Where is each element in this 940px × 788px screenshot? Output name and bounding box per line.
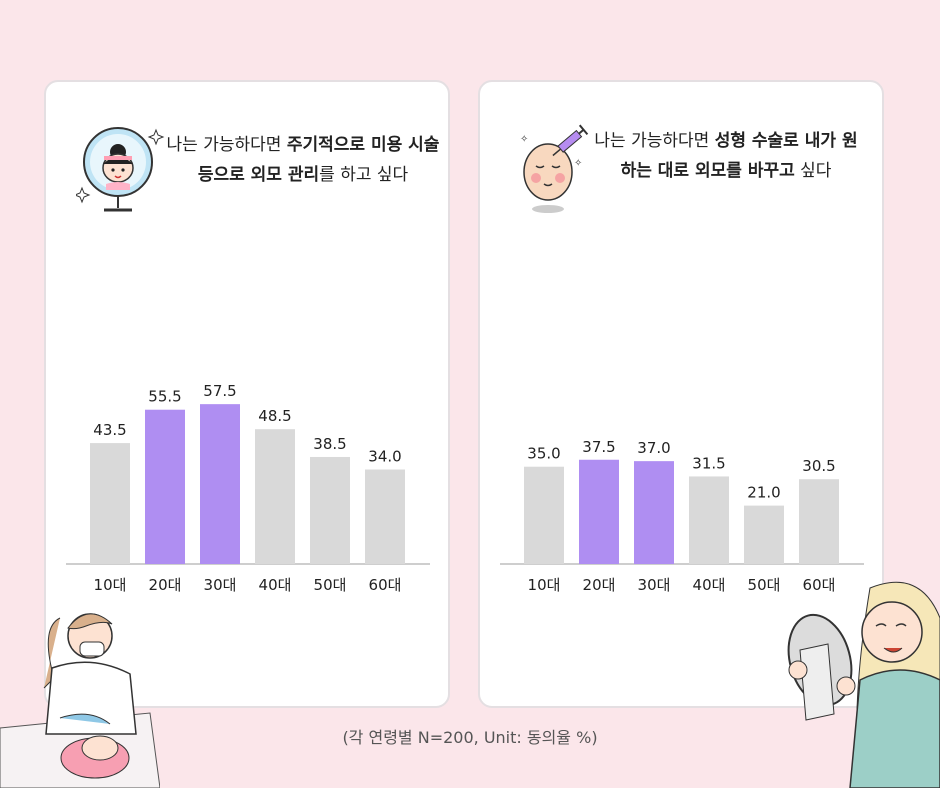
title-right-part1: 나는 가능하다면 xyxy=(594,131,715,151)
left-value-label: 34.0 xyxy=(368,447,401,465)
chart-title-left: 나는 가능하다면 주기적으로 미용 시술 등으로 외모 관리를 하고 싶다 xyxy=(158,130,448,190)
title-right-part3: 싶다 xyxy=(794,161,832,181)
left-category-label: 50대 xyxy=(314,576,347,594)
right-bar-20대 xyxy=(579,459,619,564)
left-bar-50대 xyxy=(310,456,350,564)
woman-mirror-illustration xyxy=(787,581,940,788)
bar-chart-right: 35.0 10대 37.5 20대 37.0 30대 31.5 40대 21.0 50대 30.5 6… xyxy=(500,438,864,594)
right-value-label: 30.5 xyxy=(802,457,835,475)
right-value-label: 35.0 xyxy=(527,445,560,463)
chart-title-right: 나는 가능하다면 성형 수술로 내가 원하는 대로 외모를 바꾸고 싶다 xyxy=(590,126,862,186)
left-category-label: 10대 xyxy=(94,576,127,594)
title-left-part3: 를 하고 싶다 xyxy=(319,165,409,185)
left-bar-60대 xyxy=(365,469,405,564)
title-left-emphasis: 주기적으로 미용 시술 등으로 외모 관리 xyxy=(197,135,440,185)
svg-text:✧: ✧ xyxy=(520,134,528,145)
footnote: (각 연령별 N=200, Unit: 동의율 %) xyxy=(342,728,598,747)
left-bar-30대 xyxy=(200,404,240,564)
right-value-label: 37.0 xyxy=(637,439,670,457)
right-bar-10대 xyxy=(524,466,564,564)
right-category-label: 30대 xyxy=(638,576,671,594)
left-category-label: 30대 xyxy=(204,576,237,594)
left-value-label: 38.5 xyxy=(313,435,346,453)
right-value-label: 37.5 xyxy=(582,438,615,456)
chart-panel-left: 나는 가능하다면 주기적으로 미용 시술 등으로 외모 관리를 하고 싶다 43… xyxy=(44,80,450,708)
aesthetician-illustration xyxy=(0,613,160,788)
left-value-label: 48.5 xyxy=(258,407,291,425)
left-value-label: 57.5 xyxy=(203,382,236,400)
right-value-label: 21.0 xyxy=(747,484,780,502)
left-bar-20대 xyxy=(145,409,185,564)
mirror-girl-icon xyxy=(76,127,165,212)
right-category-label: 60대 xyxy=(803,576,836,594)
left-value-label: 55.5 xyxy=(148,388,181,406)
right-value-label: 31.5 xyxy=(692,454,725,472)
face-injection-icon: ✧ ✧ xyxy=(520,124,589,213)
left-value-label: 43.5 xyxy=(93,421,126,439)
right-category-label: 50대 xyxy=(748,576,781,594)
svg-text:✧: ✧ xyxy=(574,158,582,169)
right-category-label: 10대 xyxy=(528,576,561,594)
right-bar-30대 xyxy=(634,461,674,564)
left-category-label: 20대 xyxy=(149,576,182,594)
title-left-part1: 나는 가능하다면 xyxy=(166,135,287,155)
title-right-emphasis: 성형 수술로 내가 원하는 대로 외모를 바꾸고 xyxy=(620,131,858,181)
chart-panel-right: 나는 가능하다면 성형 수술로 내가 원하는 대로 외모를 바꾸고 싶다 ✧ ✧… xyxy=(478,80,884,708)
right-bar-50대 xyxy=(744,505,784,564)
left-category-label: 60대 xyxy=(369,576,402,594)
right-category-label: 40대 xyxy=(693,576,726,594)
right-category-label: 20대 xyxy=(583,576,616,594)
bar-chart-left: 43.5 10대 55.5 20대 57.5 30대 48.5 40대 38.5 50대 34.0 6… xyxy=(66,382,430,594)
left-bar-40대 xyxy=(255,429,295,564)
left-bar-10대 xyxy=(90,443,130,564)
right-bar-40대 xyxy=(689,476,729,564)
right-bar-60대 xyxy=(799,479,839,564)
left-category-label: 40대 xyxy=(259,576,292,594)
